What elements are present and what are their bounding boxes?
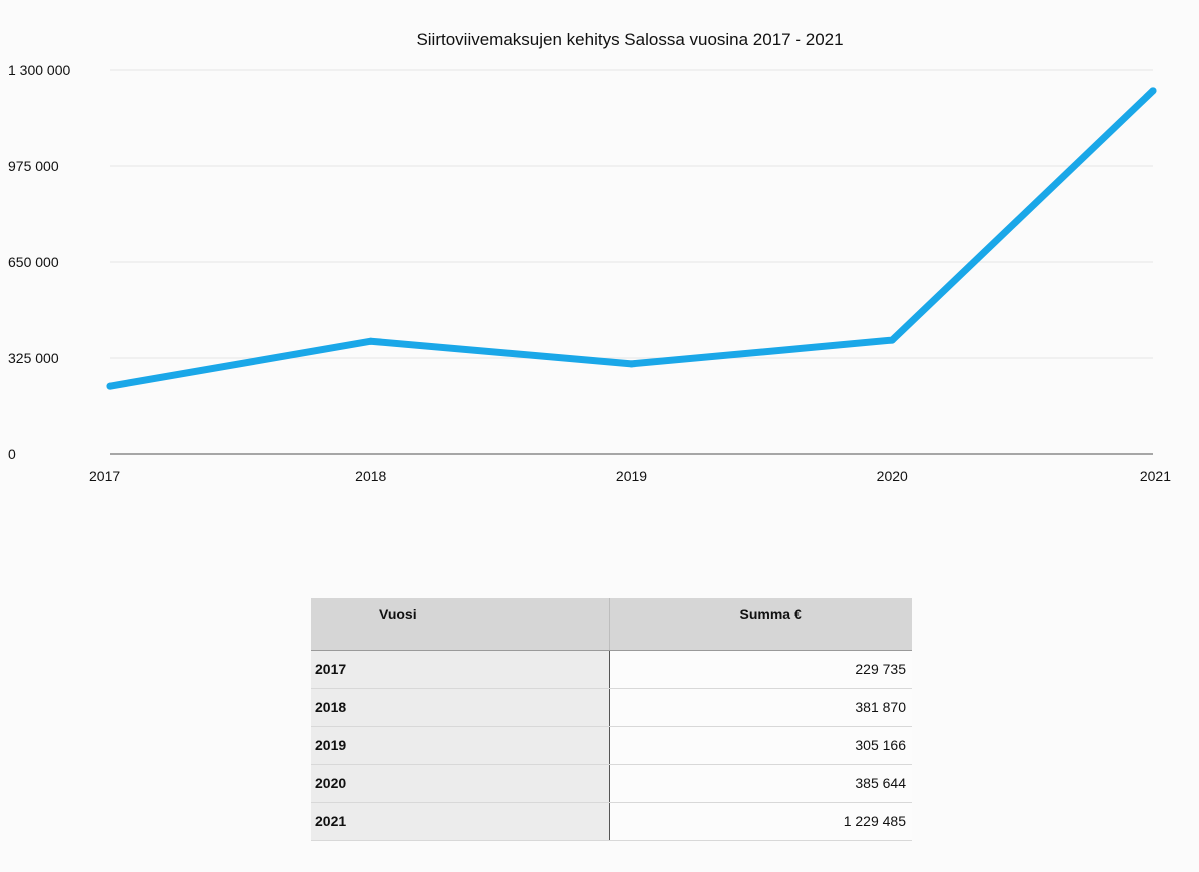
header-year: Vuosi: [311, 598, 610, 651]
series-line: [106, 87, 1157, 390]
data-point: [1149, 87, 1157, 95]
data-point: [367, 337, 375, 345]
data-point: [106, 382, 114, 390]
x-axis-ticks: 2017 2018 2019 2020 2021: [89, 468, 1171, 484]
sum-cell: 385 644: [609, 764, 912, 803]
table-row: 2018 381 870: [311, 688, 912, 727]
table-row: 2021 1 229 485: [311, 802, 912, 841]
data-point: [888, 336, 896, 344]
table-row: 2020 385 644: [311, 764, 912, 803]
y-tick-label: 1 300 000: [8, 62, 70, 78]
sum-cell: 1 229 485: [609, 802, 912, 841]
data-table: Vuosi Summa € 2017 229 735 2018 381 870 …: [311, 598, 912, 841]
year-cell: 2019: [311, 726, 610, 765]
year-cell: 2021: [311, 802, 610, 841]
header-sum: Summa €: [609, 598, 912, 651]
grid-lines: [110, 69, 1153, 359]
data-point: [628, 360, 635, 368]
year-cell: 2017: [311, 650, 610, 689]
table-header-row: Vuosi Summa €: [311, 598, 912, 651]
sum-cell: 305 166: [609, 726, 912, 765]
y-tick-label: 0: [8, 446, 16, 462]
sum-cell: 229 735: [609, 650, 912, 689]
x-tick-label: 2021: [1140, 468, 1171, 484]
y-tick-label: 975 000: [8, 158, 59, 174]
x-tick-label: 2018: [355, 468, 386, 484]
x-tick-label: 2019: [616, 468, 647, 484]
x-tick-label: 2017: [89, 468, 120, 484]
table-row: 2019 305 166: [311, 726, 912, 765]
y-tick-label: 650 000: [8, 254, 59, 270]
x-tick-label: 2020: [877, 468, 908, 484]
year-cell: 2018: [311, 688, 610, 727]
line-chart: Siirtoviivemaksujen kehitys Salossa vuos…: [8, 30, 1171, 484]
sum-cell: 381 870: [609, 688, 912, 727]
y-axis-ticks: 0 325 000 650 000 975 000 1 300 000: [8, 62, 70, 462]
y-tick-label: 325 000: [8, 350, 59, 366]
series-layer: [106, 87, 1157, 390]
year-cell: 2020: [311, 764, 610, 803]
table-row: 2017 229 735: [311, 650, 912, 689]
chart-title: Siirtoviivemaksujen kehitys Salossa vuos…: [416, 30, 843, 49]
